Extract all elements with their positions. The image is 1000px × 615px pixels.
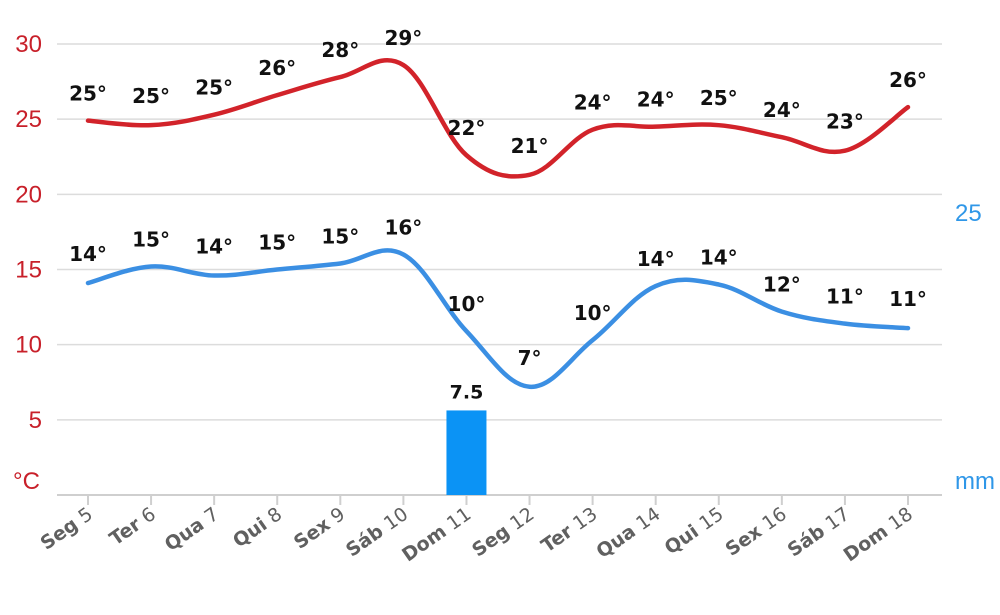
min-temp-label: 10° — [574, 301, 612, 325]
x-tick-label: Qui 15 — [661, 503, 728, 559]
min-temp-label: 11° — [889, 287, 927, 311]
x-tick-label: Qui 8 — [229, 503, 286, 552]
max-temp-label: 22° — [448, 116, 486, 140]
min-temperature-line — [85, 248, 911, 390]
min-temp-label: 14° — [69, 242, 107, 266]
x-tick-label: Dom 18 — [840, 503, 917, 566]
x-tick-label: Sex 9 — [290, 503, 349, 554]
min-temp-label: 12° — [763, 273, 801, 297]
min-temp-label: 14° — [637, 247, 675, 271]
max-temp-label: 26° — [258, 56, 296, 80]
max-temp-label: 29° — [384, 26, 422, 50]
min-temp-label: 15° — [321, 224, 359, 248]
x-tick-label: Ter 13 — [537, 503, 601, 557]
right-axis-unit: mm — [955, 468, 995, 495]
max-temp-label: 25° — [700, 86, 738, 110]
y-axis-left: 30 25 20 15 10 5 °C — [13, 31, 42, 495]
y-axis-unit: °C — [13, 468, 40, 495]
x-tick-label: Seg 12 — [468, 503, 538, 561]
min-temp-label: 11° — [826, 285, 864, 309]
max-temp-label: 21° — [511, 134, 549, 158]
max-temp-label: 26° — [889, 68, 927, 92]
max-temp-label: 25° — [132, 84, 170, 108]
max-temp-label: 24° — [574, 91, 612, 115]
max-temp-label: 23° — [826, 110, 864, 134]
precipitation-bar — [446, 410, 487, 495]
x-tick-label: Seg 5 — [36, 503, 96, 554]
y-tick-label: 5 — [29, 407, 42, 434]
y-tick-label: 25 — [15, 106, 42, 133]
max-temperature-line — [85, 58, 911, 179]
max-temp-label: 28° — [321, 38, 359, 62]
y-tick-label: 20 — [15, 181, 42, 208]
min-temp-label: 15° — [258, 231, 296, 255]
min-temp-label: 14° — [700, 246, 738, 270]
min-temp-label: 14° — [195, 235, 233, 259]
max-temp-label: 24° — [763, 98, 801, 122]
data-labels: 25° 25° 25° 26° 28° 29° 22° 21° 24° 24° 25° 24° 23° 2… — [69, 26, 927, 370]
y-tick-label: 15 — [15, 257, 42, 284]
y-tick-label: 30 — [15, 31, 42, 58]
right-tick-label: 25 — [955, 200, 982, 227]
x-tick-label: Sex 16 — [722, 503, 791, 561]
temperature-lines — [85, 58, 911, 390]
max-temp-label: 25° — [69, 82, 107, 106]
y-tick-label: 10 — [15, 332, 42, 359]
max-temp-label: 25° — [195, 76, 233, 100]
precipitation-bars: 7.5 — [446, 381, 487, 495]
max-temp-label: 24° — [637, 88, 675, 112]
gridlines — [57, 43, 942, 496]
min-temp-label: 16° — [384, 215, 422, 239]
x-tick-label: Dom 11 — [398, 503, 475, 566]
x-tick-label: Qua 14 — [592, 503, 664, 563]
y-axis-right: 25 mm — [955, 200, 995, 495]
min-temp-label: 15° — [132, 227, 170, 251]
x-tick-label: Ter 6 — [106, 503, 160, 550]
x-tick-label: Qua 7 — [161, 503, 223, 556]
precipitation-label: 7.5 — [450, 381, 484, 403]
min-temp-label: 7° — [518, 346, 542, 370]
min-temp-label: 10° — [448, 292, 486, 316]
